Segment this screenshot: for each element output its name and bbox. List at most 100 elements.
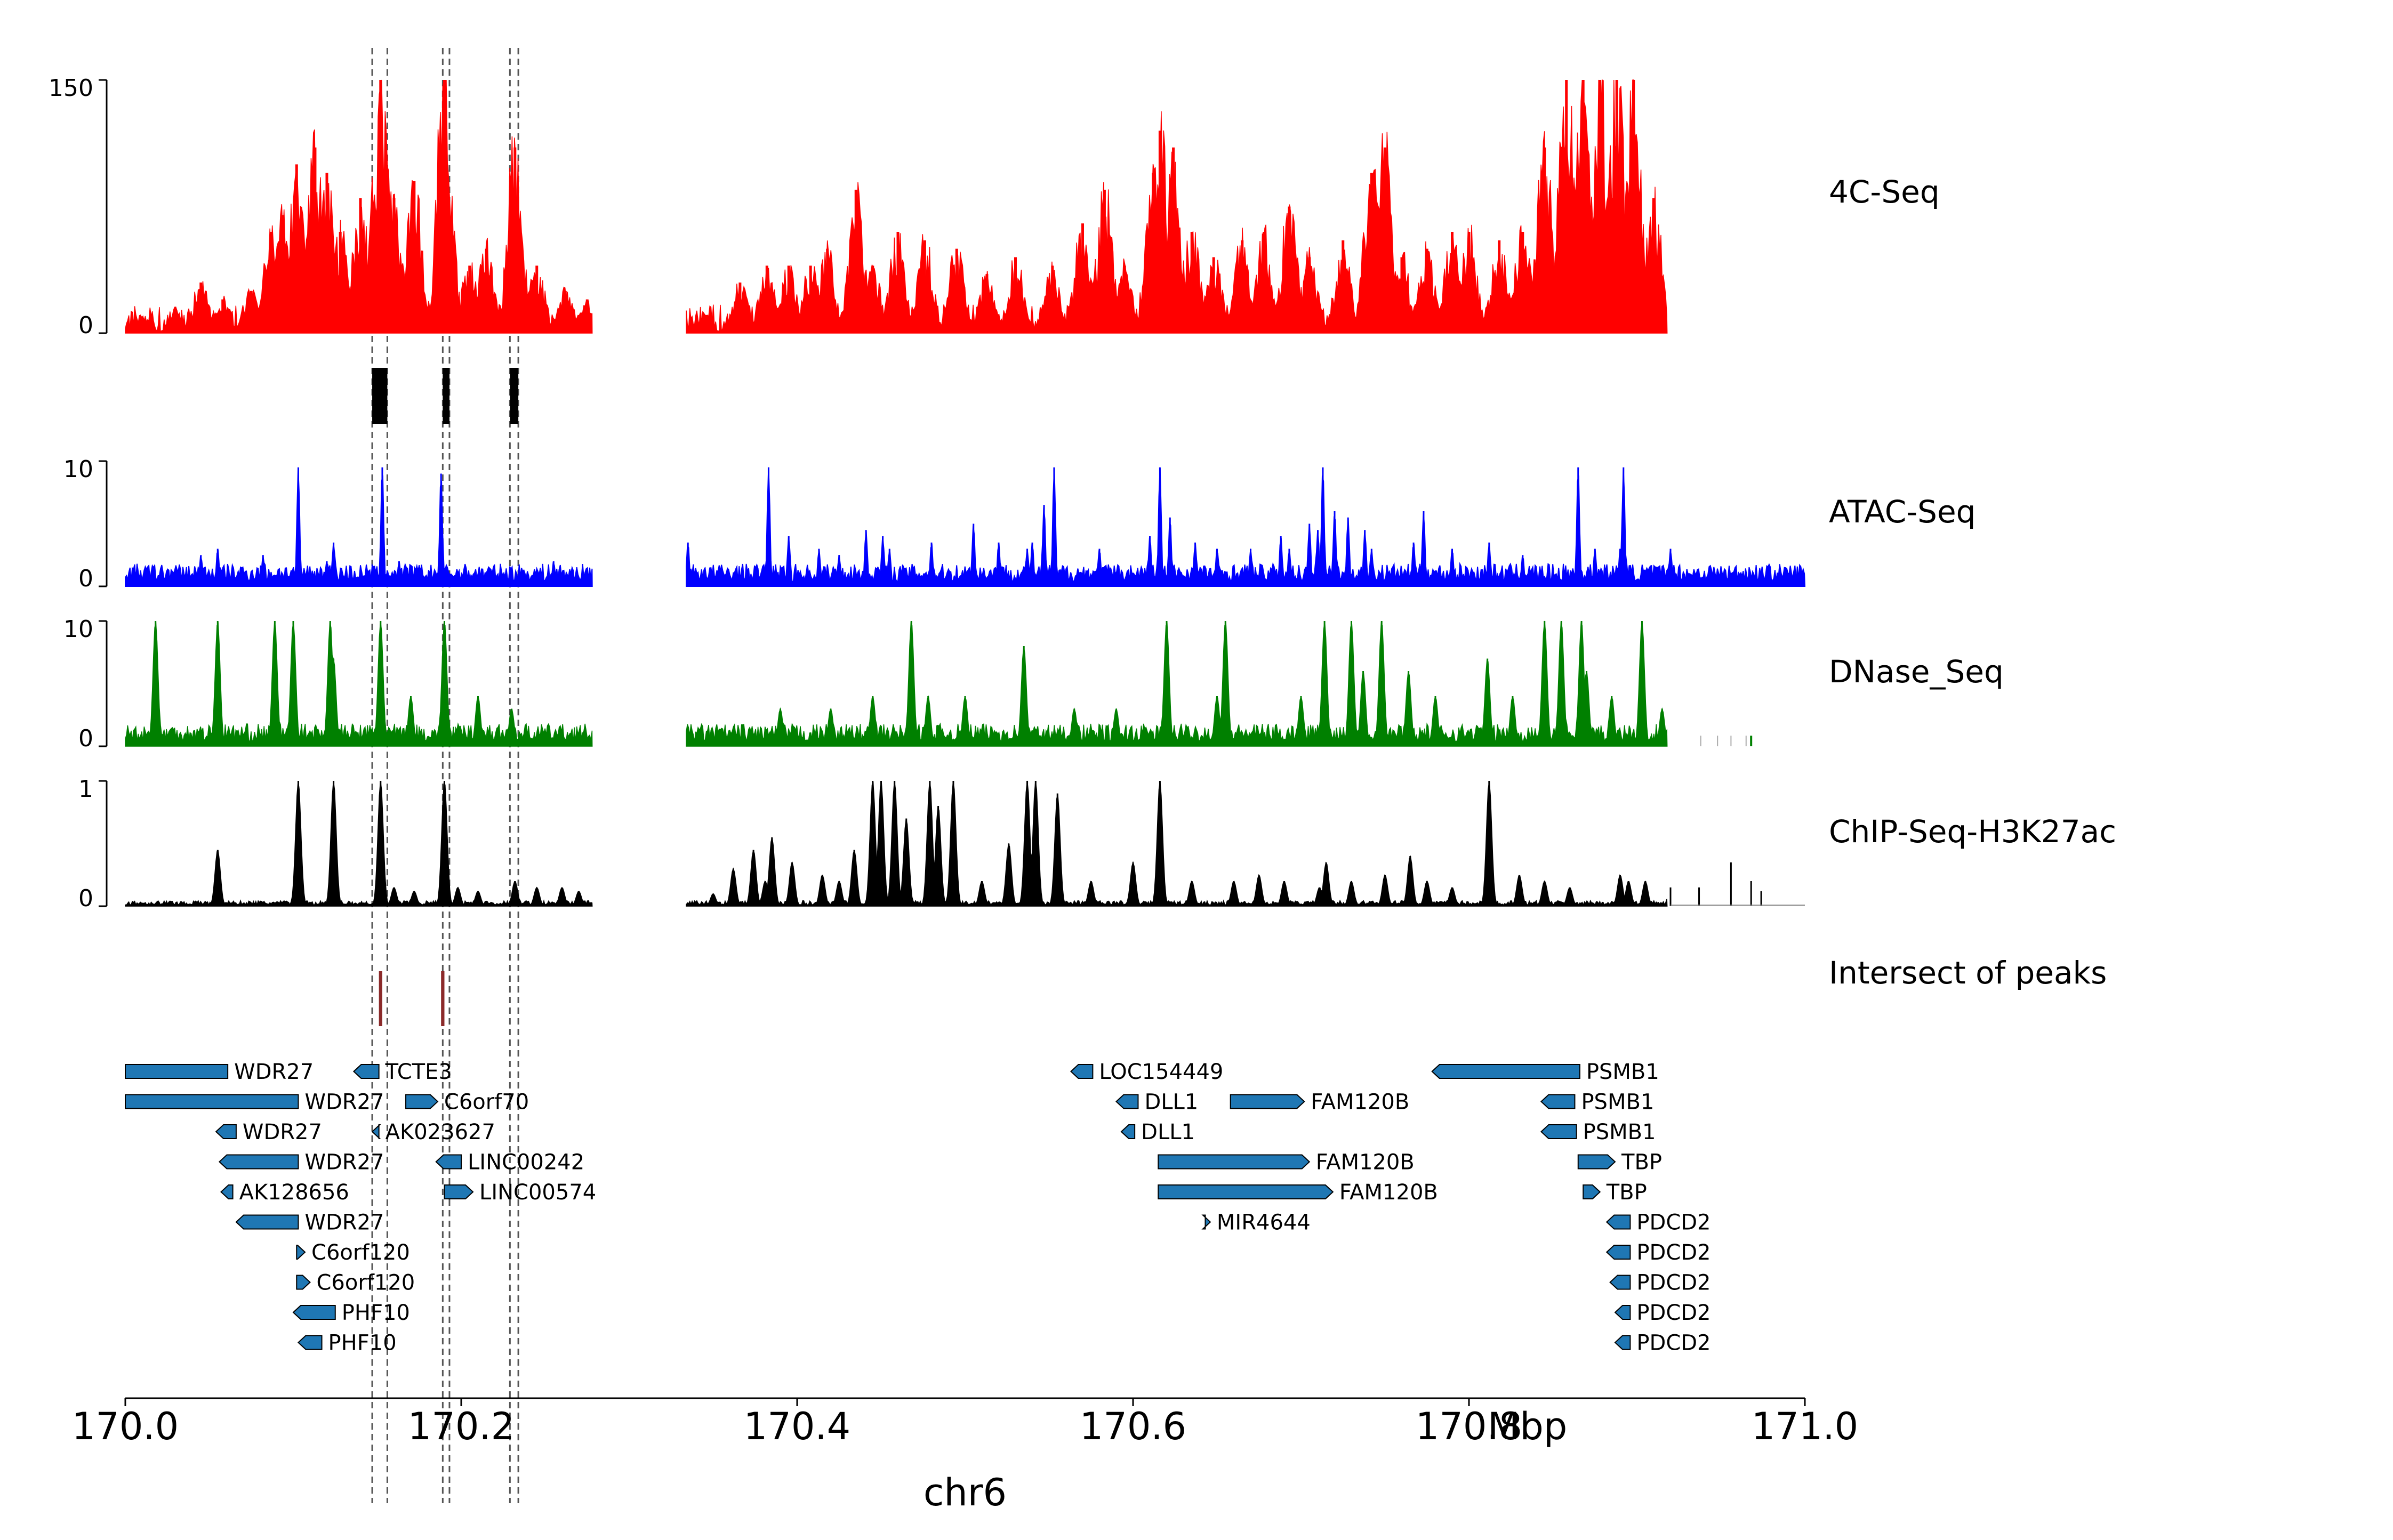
gene-label: WDR27 xyxy=(234,1060,314,1084)
gene-body xyxy=(218,1154,299,1170)
gene-label: WDR27 xyxy=(304,1211,384,1235)
gene-c6orf70: C6orf70 xyxy=(405,1090,529,1115)
gene-wdr27: WDR27 xyxy=(125,1090,384,1115)
bed-region xyxy=(443,368,449,424)
gene-label: PSMB1 xyxy=(1583,1120,1656,1144)
gene-tcte3: TCTE3 xyxy=(352,1060,452,1084)
signal-area-2 xyxy=(686,79,1668,334)
gene-body xyxy=(1605,1245,1631,1260)
gene-label: C6orf70 xyxy=(444,1090,529,1115)
gene-body xyxy=(1120,1124,1136,1139)
gene-body xyxy=(220,1184,234,1199)
gene-body xyxy=(1115,1094,1139,1109)
gene-psmb1: PSMB1 xyxy=(1431,1060,1659,1084)
gene-label: LINC00242 xyxy=(468,1150,584,1175)
signal-area-1 xyxy=(125,621,593,747)
track-4c-seq: 0 150 xyxy=(49,75,1668,339)
gene-body xyxy=(1540,1094,1576,1109)
gene-ak023627: AK023627 xyxy=(371,1120,495,1144)
gene-dll1: DLL1 xyxy=(1120,1120,1195,1144)
gene-body xyxy=(435,1154,462,1170)
gene-label: C6orf120 xyxy=(311,1240,410,1265)
x-axis-label: chr6 xyxy=(924,1471,1007,1514)
gene-pdcd2: PDCD2 xyxy=(1609,1271,1711,1295)
gene-label: FAM120B xyxy=(1316,1150,1415,1175)
gene-body xyxy=(1583,1184,1601,1199)
gene-body xyxy=(1230,1094,1305,1109)
gene-psmb1: PSMB1 xyxy=(1540,1090,1654,1115)
gene-label: PDCD2 xyxy=(1636,1211,1711,1235)
gene-tbp: TBP xyxy=(1577,1150,1662,1175)
y-tick-label: 0 xyxy=(78,725,93,752)
gene-label: WDR27 xyxy=(243,1120,322,1144)
gene-body xyxy=(1158,1184,1334,1199)
gene-dll1: DLL1 xyxy=(1115,1090,1198,1115)
bed-region xyxy=(441,971,445,1026)
track-chip-seq-h3k27ac: 01 xyxy=(78,776,1805,912)
y-tick-label: 0 xyxy=(78,885,93,912)
y-tick-label: 1 xyxy=(78,776,93,803)
track-label: ATAC-Seq xyxy=(1829,494,1976,530)
gene-pdcd2: PDCD2 xyxy=(1605,1240,1711,1265)
track-label: Intersect of peaks xyxy=(1829,955,2107,991)
gene-label: C6orf120 xyxy=(317,1271,415,1295)
gene-label: PHF10 xyxy=(328,1331,397,1356)
track-atac-seq: 0 10 xyxy=(63,456,1806,592)
gene-body xyxy=(444,1184,474,1199)
gene-body xyxy=(1540,1124,1577,1139)
signal-area-1 xyxy=(125,79,593,334)
gene-label: WDR27 xyxy=(304,1150,384,1175)
track-label: DNase_Seq xyxy=(1829,654,2004,690)
track-intersect-of-peaks xyxy=(379,971,445,1026)
gene-label: FAM120B xyxy=(1311,1090,1409,1115)
gene-body xyxy=(1605,1214,1631,1230)
gene-linc00574: LINC00574 xyxy=(444,1180,596,1205)
gene-label: AK023627 xyxy=(386,1120,495,1144)
gene-label: FAM120B xyxy=(1339,1180,1438,1205)
gene-c6orf120: C6orf120 xyxy=(296,1271,415,1295)
gene-body xyxy=(297,1335,323,1350)
gene-label: TBP xyxy=(1621,1150,1662,1175)
gene-wdr27: WDR27 xyxy=(215,1120,322,1144)
gene-label: TCTE3 xyxy=(385,1060,452,1084)
gene-body xyxy=(235,1214,299,1230)
gene-phf10: PHF10 xyxy=(292,1301,410,1325)
gene-label: PDCD2 xyxy=(1636,1240,1711,1265)
track-labels: 4C-Seq ATAC-Seq DNase_Seq ChIP-Seq-H3K27ac I… xyxy=(1829,174,2116,991)
x-axis-unit: Mbp xyxy=(1488,1405,1567,1448)
gene-body xyxy=(352,1064,380,1079)
x-tick-label: 170.0 xyxy=(72,1405,179,1448)
y-tick-label: 10 xyxy=(63,616,93,643)
gene-body xyxy=(1431,1064,1580,1079)
gene-label: LINC00574 xyxy=(479,1180,596,1205)
gene-label: AK128656 xyxy=(239,1180,349,1205)
gene-body xyxy=(215,1124,237,1139)
gene-body xyxy=(1609,1275,1631,1290)
gene-body xyxy=(296,1275,311,1290)
gene-phf10: PHF10 xyxy=(297,1331,397,1356)
gene-track: WDR27 WDR27 WDR27 WDR27 AK128656 WDR27 C6orf12… xyxy=(125,1060,1711,1356)
gene-pdcd2: PDCD2 xyxy=(1605,1211,1711,1235)
gene-label: PSMB1 xyxy=(1581,1090,1654,1115)
track-label: 4C-Seq xyxy=(1829,174,1940,210)
y-tick-label: 0 xyxy=(78,565,93,592)
gene-body xyxy=(1614,1335,1631,1350)
gene-label: PDCD2 xyxy=(1636,1271,1711,1295)
gene-body xyxy=(125,1064,229,1079)
gene-fam120b: FAM120B xyxy=(1230,1090,1409,1115)
gene-body xyxy=(1614,1305,1631,1320)
gene-wdr27: WDR27 xyxy=(125,1060,314,1084)
gene-body xyxy=(405,1094,439,1109)
gene-fam120b: FAM120B xyxy=(1158,1150,1415,1175)
track-bed-1 xyxy=(372,368,519,424)
gene-label: DLL1 xyxy=(1141,1120,1195,1144)
gene-mir4644: MIR4644 xyxy=(1201,1211,1311,1235)
gene-label: WDR27 xyxy=(304,1090,384,1115)
gene-label: PHF10 xyxy=(342,1301,410,1325)
gene-fam120b: FAM120B xyxy=(1158,1180,1438,1205)
gene-body xyxy=(1070,1064,1094,1079)
gene-label: PDCD2 xyxy=(1636,1301,1711,1325)
x-tick-label: 171.0 xyxy=(1752,1405,1858,1448)
gene-label: PDCD2 xyxy=(1636,1331,1711,1356)
